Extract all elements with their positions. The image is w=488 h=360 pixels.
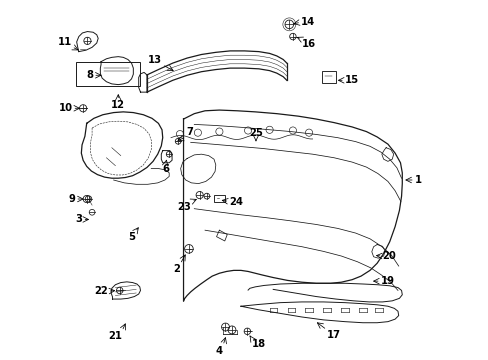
Text: 13: 13 [148,54,162,64]
Text: 14: 14 [301,17,315,27]
Text: 22: 22 [94,286,107,296]
Text: 11: 11 [57,37,72,46]
Text: 8: 8 [86,70,93,80]
Text: 21: 21 [108,331,122,341]
Bar [214,195,224,202]
Text: 12: 12 [111,100,125,111]
Text: 4: 4 [215,346,223,356]
Text: 16: 16 [301,40,315,49]
Text: 18: 18 [251,338,265,348]
Text: 25: 25 [248,128,263,138]
Bar [76,62,140,86]
Text: 6: 6 [162,164,169,174]
Text: 24: 24 [229,197,243,207]
Text: 19: 19 [380,276,394,286]
Text: 10: 10 [58,103,72,113]
Text: 5: 5 [128,232,135,242]
Text: 1: 1 [414,175,421,185]
Text: 7: 7 [186,127,193,137]
Text: 20: 20 [382,251,395,261]
Text: 3: 3 [75,215,82,224]
Text: 23: 23 [177,202,191,212]
Text: 9: 9 [68,194,75,204]
Text: 2: 2 [173,264,180,274]
Text: 15: 15 [344,75,358,85]
Bar [321,71,335,83]
Text: 17: 17 [326,330,340,340]
